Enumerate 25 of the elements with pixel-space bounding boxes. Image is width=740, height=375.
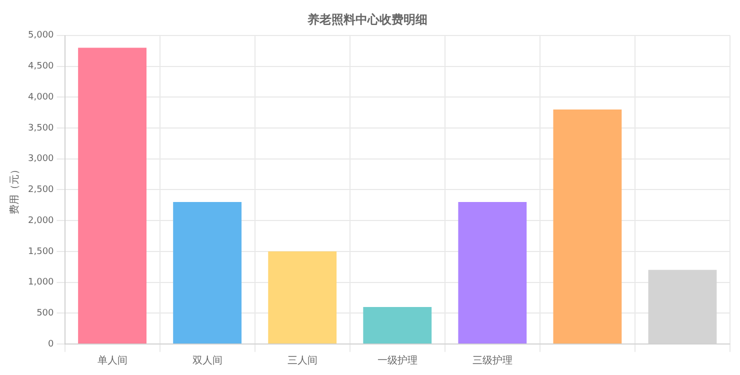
y-tick-label: 5,000 bbox=[28, 30, 54, 41]
x-tick-label: 单人间 bbox=[97, 354, 128, 367]
y-tick-label: 1,500 bbox=[28, 246, 54, 257]
bar bbox=[78, 48, 146, 344]
x-tick-label: 三级护理 bbox=[472, 354, 512, 367]
bar bbox=[458, 202, 527, 344]
bar bbox=[363, 306, 432, 344]
x-tick-label: 双人间 bbox=[192, 354, 222, 367]
bar bbox=[648, 270, 717, 344]
y-tick-label: 4,000 bbox=[28, 92, 54, 102]
bar bbox=[268, 251, 337, 344]
x-tick-label: 三人间 bbox=[287, 354, 318, 367]
bar bbox=[173, 202, 242, 344]
chart-title: 养老照料中心收费明细 bbox=[306, 12, 428, 26]
y-tick-label: 500 bbox=[36, 308, 54, 318]
y-tick-label: 4,500 bbox=[28, 62, 54, 72]
y-tick-label: 1,000 bbox=[28, 278, 54, 288]
y-axis-title: 费用（元） bbox=[8, 164, 21, 215]
y-tick-label: 0 bbox=[48, 339, 54, 350]
bar bbox=[553, 109, 622, 344]
x-tick-label: 一级护理 bbox=[377, 354, 418, 367]
y-tick-label: 2,500 bbox=[28, 185, 54, 196]
y-tick-label: 3,500 bbox=[28, 123, 54, 134]
y-tick-label: 2,000 bbox=[28, 216, 54, 226]
y-tick-label: 3,000 bbox=[28, 154, 54, 164]
